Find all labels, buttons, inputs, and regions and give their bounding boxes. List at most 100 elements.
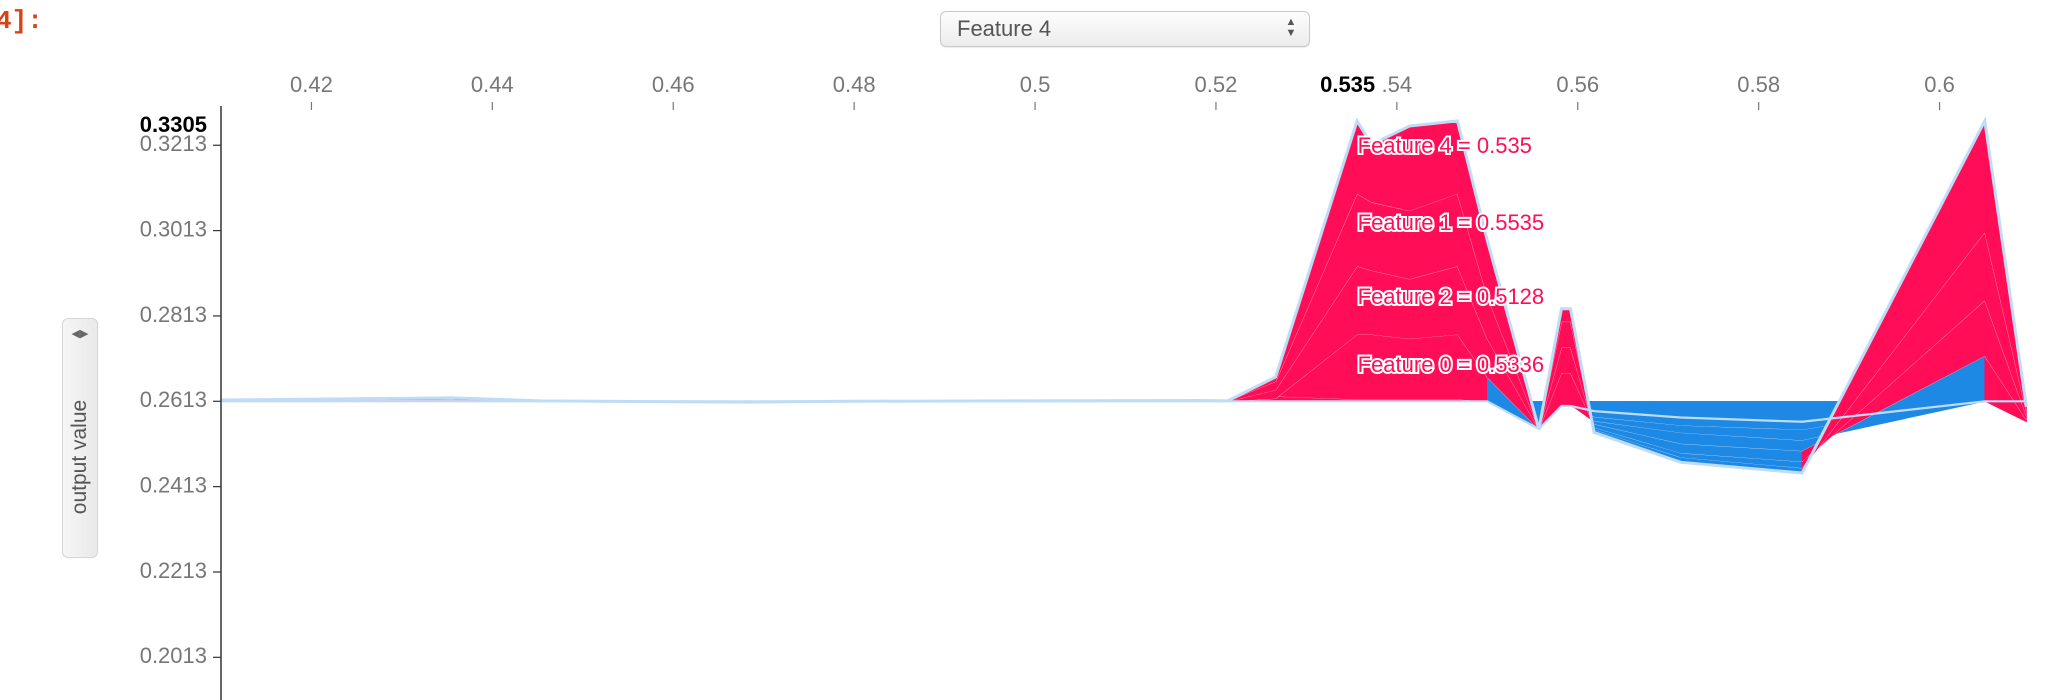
area-band: [1409, 265, 1458, 339]
x-tick-label: 0.58: [1737, 72, 1780, 97]
area-band: [1538, 405, 1562, 430]
area-band: [1561, 308, 1571, 322]
area-band: [1538, 308, 1562, 430]
area-band: [1409, 398, 1458, 402]
x-tick-label: 0.46: [652, 72, 695, 97]
area-band: [1984, 120, 2027, 412]
area-band: [1457, 265, 1488, 378]
x-highlight-label: 0.535: [1320, 72, 1375, 97]
layer-separator: [221, 400, 2027, 431]
y-tick-label: 0.3213: [140, 131, 207, 156]
feature-annotation: Feature 4 = 0.535: [1358, 133, 1532, 158]
area-band: [750, 400, 849, 403]
area-band: [1356, 333, 1372, 400]
area-band: [1409, 120, 1458, 211]
feature-annotation: Feature 1 = 0.5535: [1358, 210, 1545, 235]
area-band: [452, 398, 541, 402]
area-band: [1570, 347, 1595, 429]
area-band: [1275, 265, 1358, 399]
area-bottom-outline: [221, 400, 2027, 431]
area-band: [1680, 444, 1803, 463]
y-top-value-label: 0.3305: [140, 112, 207, 137]
area-band: [1561, 372, 1571, 406]
area-band: [1570, 372, 1595, 425]
feature-select[interactable]: Feature 4 ▲ ▼: [940, 11, 1310, 47]
area-band: [452, 397, 541, 402]
area-band: [1371, 333, 1410, 400]
area-band: [1457, 333, 1488, 402]
x-tick-label: 0.44: [471, 72, 514, 97]
area-band: [1801, 231, 1986, 470]
area-band: [1371, 398, 1410, 402]
x-tick-label: 0.6: [1924, 72, 1955, 97]
area-band: [1487, 295, 1540, 430]
area-band: [1538, 321, 1562, 430]
area-band: [1227, 395, 1276, 402]
y-tick-label: 0.2013: [140, 643, 207, 668]
area-band: [220, 397, 453, 401]
layer-separator: [220, 265, 2027, 463]
area-band: [540, 400, 676, 403]
cell-prompt: 4]:: [0, 6, 43, 36]
left-right-arrows-icon: ◀▶: [71, 328, 89, 340]
area-band: [452, 397, 541, 402]
area-band: [1487, 401, 1539, 430]
area-band: [220, 398, 453, 401]
x-highlight-bg: [1315, 72, 1380, 100]
area-band: [1801, 299, 1986, 463]
area-band: [1227, 376, 1276, 402]
area-band: [1538, 403, 1562, 430]
area-band: [1570, 405, 1595, 418]
area-band: [1487, 401, 1539, 430]
y-tick-label: 0.2613: [140, 387, 207, 412]
layer-separator: [220, 192, 2027, 470]
area-band: [452, 399, 541, 402]
area-band: [1356, 265, 1372, 335]
area-band: [1593, 421, 1682, 445]
area-band: [1538, 400, 1562, 430]
area-band: [1570, 321, 1595, 431]
area-band: [1198, 400, 1228, 402]
x-tick-label: 0.42: [290, 72, 333, 97]
updown-arrows-icon: ▲ ▼: [1285, 16, 1297, 39]
area-band: [1593, 417, 1682, 434]
area-band: [1457, 193, 1488, 339]
x-tick-label: 0.5: [1020, 72, 1051, 97]
area-band: [1680, 417, 1803, 431]
area-band: [1561, 400, 1571, 407]
area-band: [1984, 231, 2027, 416]
area-band: [1275, 333, 1358, 400]
area-band: [1570, 308, 1595, 433]
area-band: [1801, 400, 1985, 431]
x-tick-label: 0.48: [833, 72, 876, 97]
area-band: [1538, 372, 1562, 430]
area-band: [1227, 395, 1276, 402]
area-band: [1680, 432, 1803, 452]
area-band: [1984, 400, 2027, 423]
area-band: [1984, 300, 2027, 421]
y-tick-label: 0.2413: [140, 472, 207, 497]
area-band: [1356, 192, 1372, 271]
yaxis-label: output value: [68, 399, 91, 515]
area-band: [1984, 354, 2027, 423]
area-band: [452, 399, 541, 402]
area-band: [1487, 337, 1540, 430]
area-band: [220, 399, 453, 402]
x-tick-label: 0.52: [1195, 72, 1238, 97]
feature-select-value: Feature 4: [957, 16, 1052, 41]
area-band: [1680, 400, 1803, 423]
layer-separator: [221, 400, 2027, 430]
area-band: [1593, 429, 1682, 463]
area-band: [539, 400, 676, 403]
yaxis-toggle-button[interactable]: ◀▶ output value: [62, 318, 98, 558]
area-band: [220, 399, 453, 401]
area-band: [1801, 400, 1985, 442]
area-band: [1593, 410, 1682, 427]
area-band: [1371, 269, 1410, 339]
area-band: [1801, 120, 1986, 474]
area-band: [1680, 453, 1803, 470]
area-band: [1371, 125, 1410, 211]
area-band: [1409, 333, 1458, 400]
